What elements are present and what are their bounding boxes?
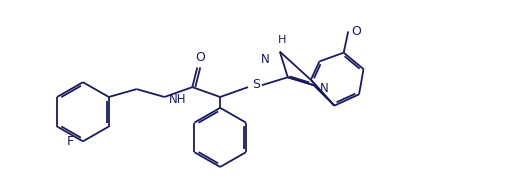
Text: NH: NH bbox=[169, 94, 186, 106]
Text: N: N bbox=[261, 53, 270, 66]
Text: F: F bbox=[67, 135, 74, 148]
Text: H: H bbox=[278, 35, 286, 45]
Text: S: S bbox=[252, 78, 260, 91]
Text: N: N bbox=[320, 82, 328, 95]
Text: O: O bbox=[195, 51, 205, 65]
Text: O: O bbox=[351, 25, 361, 38]
